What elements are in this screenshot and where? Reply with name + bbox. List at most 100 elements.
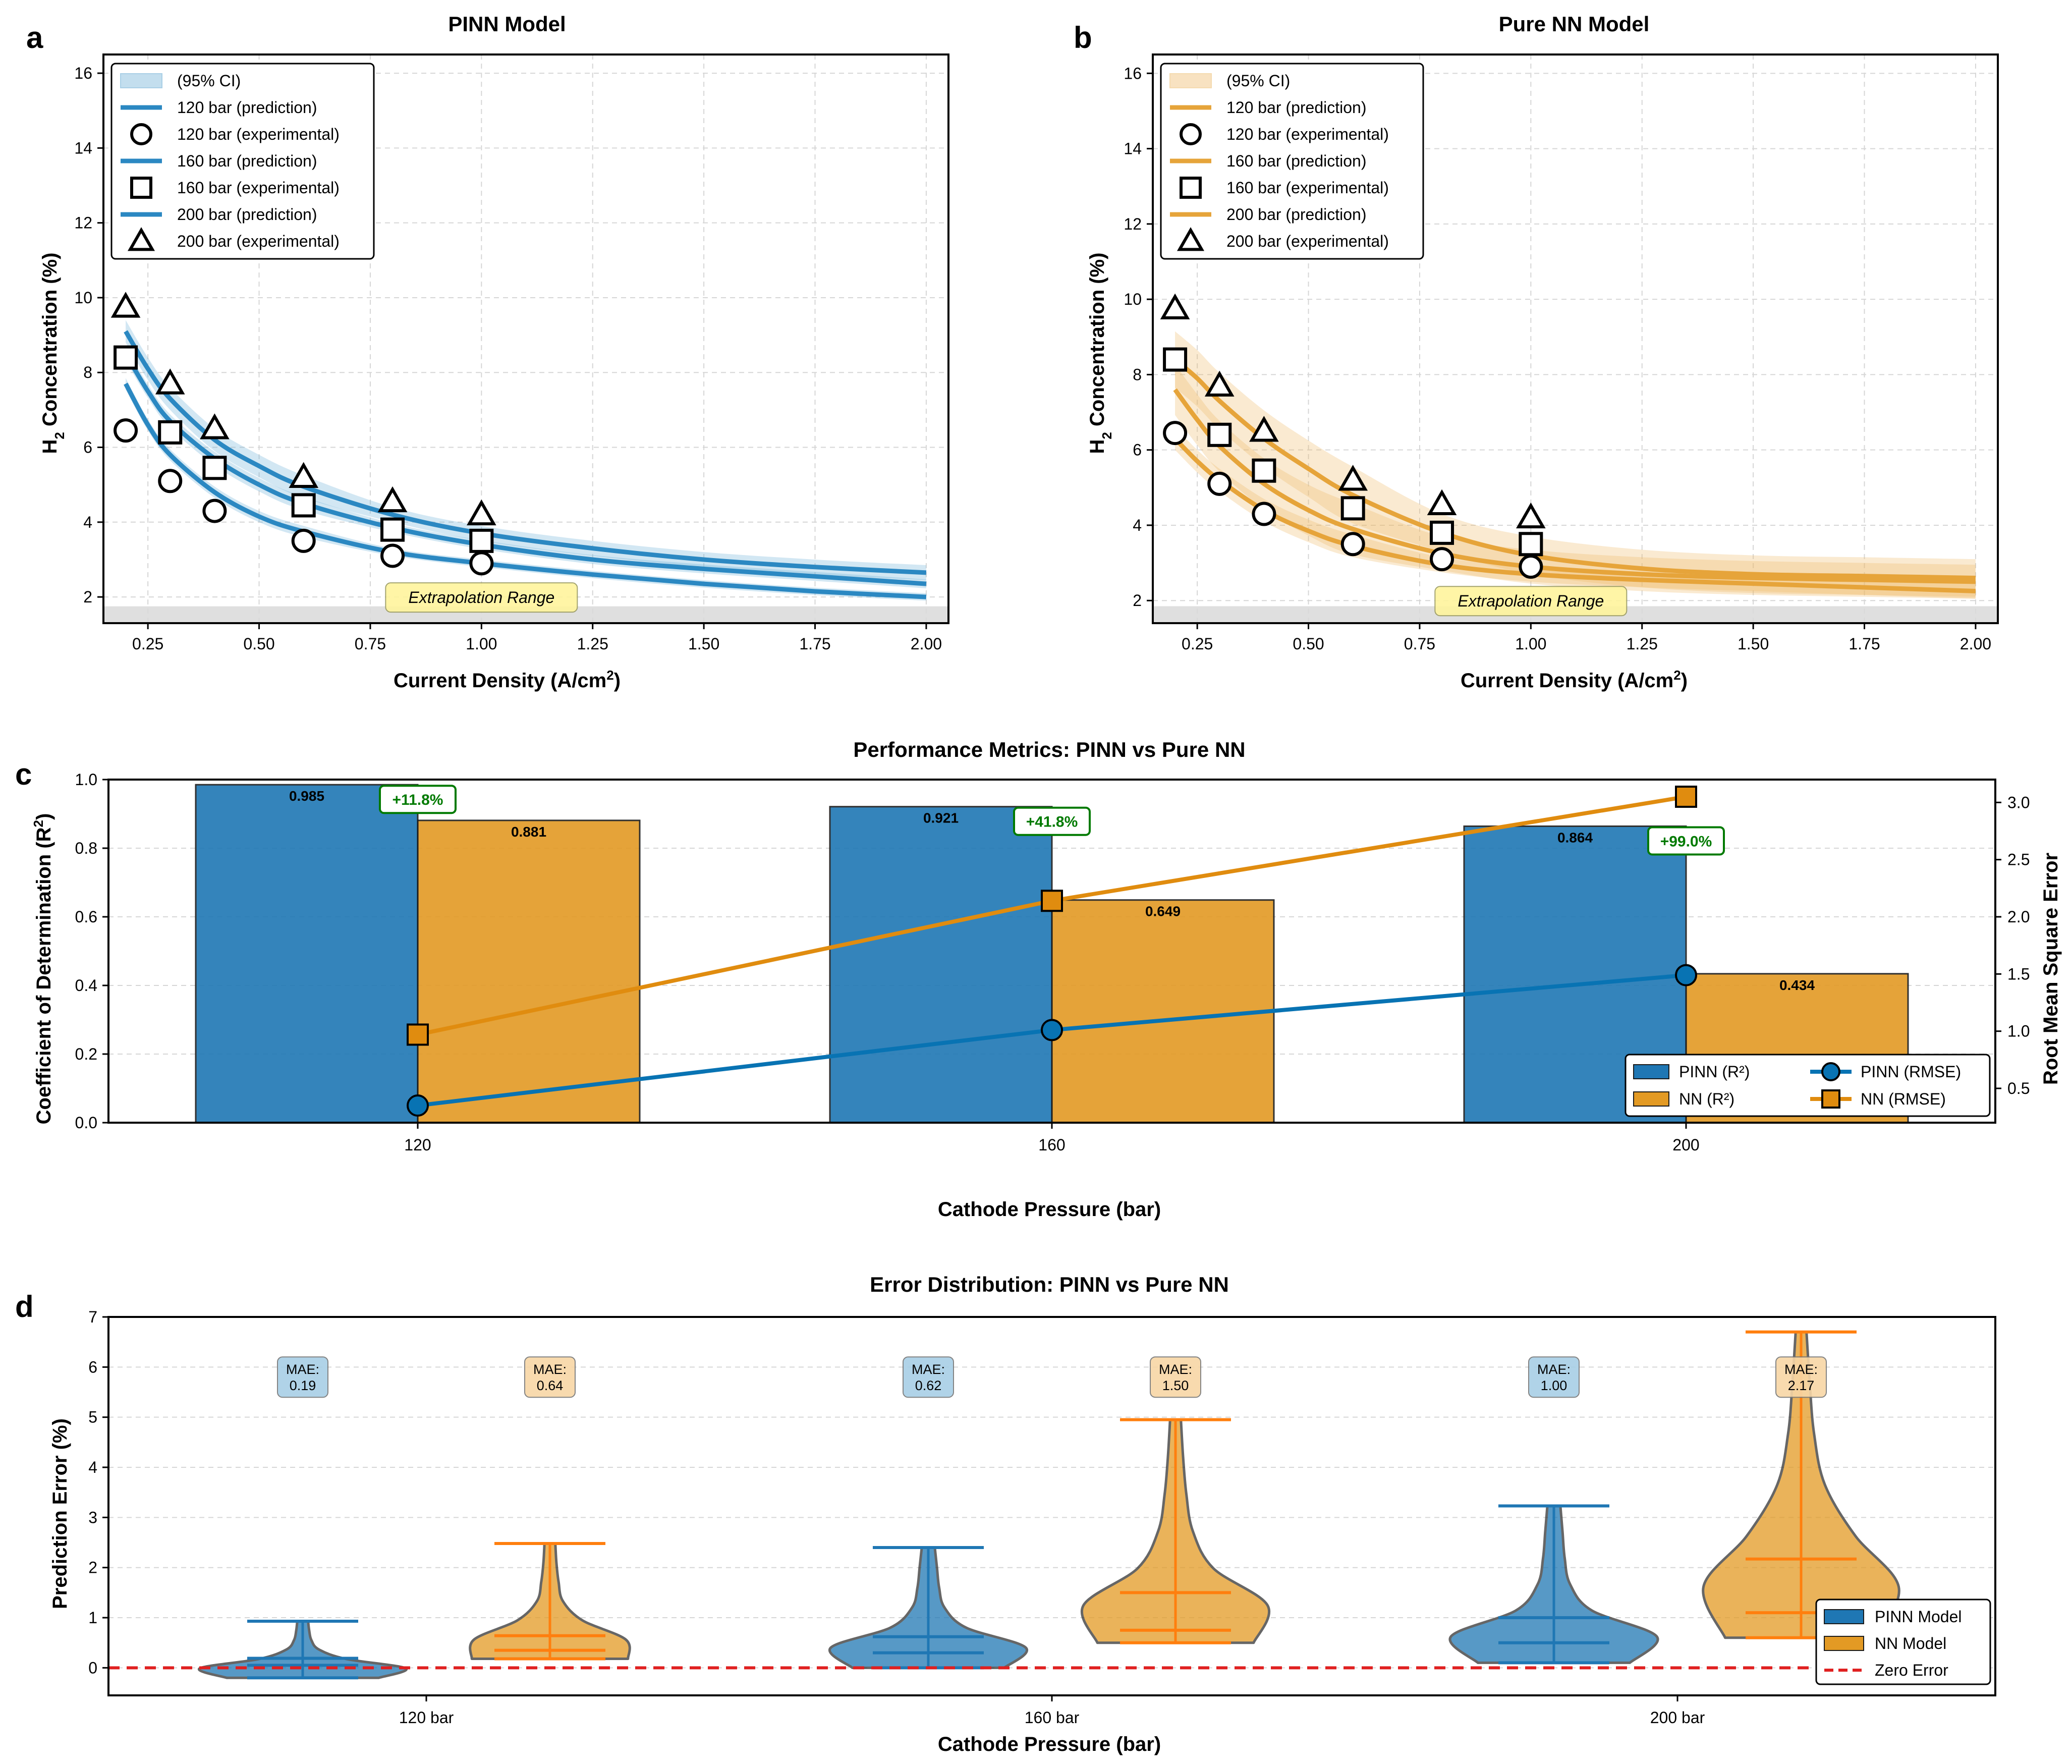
panelB-legend-label: 120 bar (experimental) [1226,125,1389,143]
panelA-experimental-point-200 [155,368,185,395]
mae-label-title: MAE: [533,1362,567,1377]
panel-c-y2tick-label: 1.5 [2007,965,2030,983]
panelA-ytick-label: 6 [83,438,92,457]
bar-pinn-r2 [829,806,1053,1124]
panel-c-xtick-label: 160 [1038,1136,1065,1154]
panelB-experimental-point-160 [1163,347,1188,372]
mae-label-value: 0.62 [915,1378,942,1393]
panel-c-y2label: Root Mean Square Error [2040,853,2062,1085]
panel-d-ytick-label: 4 [88,1458,97,1476]
panel-c-legend-swatch-marker [1821,1089,1840,1109]
bar-nn-r2 [1051,899,1275,1124]
panelB-ytick-label: 14 [1124,140,1142,158]
panelB-xtick-label: 1.00 [1515,635,1546,653]
panelA-legend-swatch-band [120,73,162,88]
rmse-point-pinn [1041,1019,1063,1041]
mae-label-value: 2.17 [1788,1378,1815,1393]
panelA-legend-label: 120 bar (experimental) [177,125,340,143]
bar-value-label-nn: 0.434 [1779,977,1815,993]
mae-label-value: 0.19 [290,1378,316,1393]
panel-d-ytick-label: 7 [88,1308,97,1326]
panelA-experimental-point-160 [380,517,405,542]
panelA-extrapolation-label-box [385,582,578,613]
panel-c-xtick-label: 200 [1672,1136,1699,1154]
panelA-experimental-point-200 [467,499,496,526]
panel-c-ytick-label: 0.2 [75,1045,97,1063]
panelB-experimental-point-200 [1338,465,1368,491]
panelB-experimental-point-120 [1430,547,1454,572]
bar-nn-r2 [417,819,641,1124]
mae-label-title: MAE: [286,1362,319,1377]
panelB-ytick-label: 8 [1133,365,1142,383]
panel-d-legend-swatch [1824,1609,1864,1624]
panel-label-c: c [15,757,32,791]
panelA-experimental-point-120 [380,543,405,568]
bar-value-label-nn: 0.881 [511,824,546,840]
rmse-point-pinn [1675,964,1697,986]
panelB-ci-band-120 [1175,427,1976,599]
panel-c-legend-label: NN (R²) [1679,1090,1734,1108]
panelA-experimental-point-120 [114,418,138,443]
panel-c-axes-frame [107,779,1996,1124]
panel-label-d: d [15,1290,34,1324]
bar-value-label-pinn: 0.985 [289,788,324,804]
mae-label-box [1775,1356,1827,1398]
mae-label-box [1528,1356,1580,1398]
panel-c-legend-label: PINN (RMSE) [1861,1063,1961,1081]
panelB-ci-band-200 [1175,331,1976,597]
panelA-experimental-point-160 [202,456,227,480]
panelB-legend-swatch-triangle [1177,227,1205,251]
panel-c-ytick-label: 0.8 [75,839,97,857]
panel-label-b: b [1074,21,1092,54]
panelB-experimental-point-120 [1252,502,1276,526]
mae-label-value: 1.50 [1162,1378,1189,1393]
panel-b-chart: Pure NN Model Current Density (A/cm2) H2… [1086,12,1999,692]
panelB-experimental-point-200 [1516,502,1546,529]
panel-a-xlabel: Current Density (A/cm2) [394,668,621,692]
panelA-ytick-label: 8 [83,363,92,381]
panelA-xtick-label: 1.75 [799,635,830,653]
panel-c-ytick-label: 1.0 [75,770,97,789]
panelA-experimental-point-120 [291,528,316,553]
mae-label-value: 0.64 [537,1378,564,1393]
bar-value-label-nn: 0.649 [1145,904,1181,919]
panelA-experimental-point-160 [469,528,494,553]
panelA-experimental-point-200 [110,292,141,318]
mae-label-title: MAE: [1537,1362,1571,1377]
panelB-prediction-line-200 [1173,358,1976,580]
panelA-xtick-label: 0.75 [355,635,386,653]
panelA-legend-label: 120 bar (prediction) [177,98,317,117]
panelB-experimental-point-160 [1519,532,1543,557]
panel-c-legend-label: NN (RMSE) [1861,1090,1946,1108]
bar-value-label-pinn: 0.921 [923,810,959,826]
panelB-xtick-label: 1.25 [1627,635,1658,653]
panelA-legend-label: (95% CI) [177,72,241,90]
panel-d-title: Error Distribution: PINN vs Pure NN [870,1273,1229,1296]
panelB-experimental-point-160 [1340,496,1365,521]
panelB-xtick-label: 1.50 [1738,635,1769,653]
improvement-badge-box [379,785,457,814]
panelB-axes-frame [1152,53,1999,624]
panel-c-title: Performance Metrics: PINN vs Pure NN [853,738,1245,761]
panel-label-a: a [26,21,43,54]
panel-c-legend-swatch-bar [1633,1064,1669,1079]
panelA-legend-swatch-circle [130,123,152,145]
panel-d-ytick-label: 0 [88,1659,97,1677]
panelB-experimental-point-160 [1207,422,1232,447]
rmse-point-nn [1675,786,1697,808]
panelA-experimental-point-120 [202,499,227,523]
panelB-experimental-point-200 [1427,489,1457,516]
panelA-experimental-point-160 [114,345,138,370]
bar-pinn-r2 [195,784,419,1124]
panelB-ytick-label: 12 [1124,215,1142,233]
panel-c-y2tick-label: 1.0 [2007,1022,2030,1040]
panelB-xtick-label: 0.25 [1182,635,1213,653]
panelA-experimental-point-200 [289,462,319,488]
panelA-ytick-label: 10 [74,289,92,307]
panelB-legend-label: 200 bar (prediction) [1226,205,1366,224]
panelA-prediction-line-120 [124,382,927,599]
improvement-badge: +11.8% [393,792,443,808]
panelA-xtick-label: 1.25 [577,635,608,653]
panelA-ytick-label: 4 [83,513,92,531]
panel-c-chart: Performance Metrics: PINN vs Pure NN Cat… [31,738,2062,1221]
